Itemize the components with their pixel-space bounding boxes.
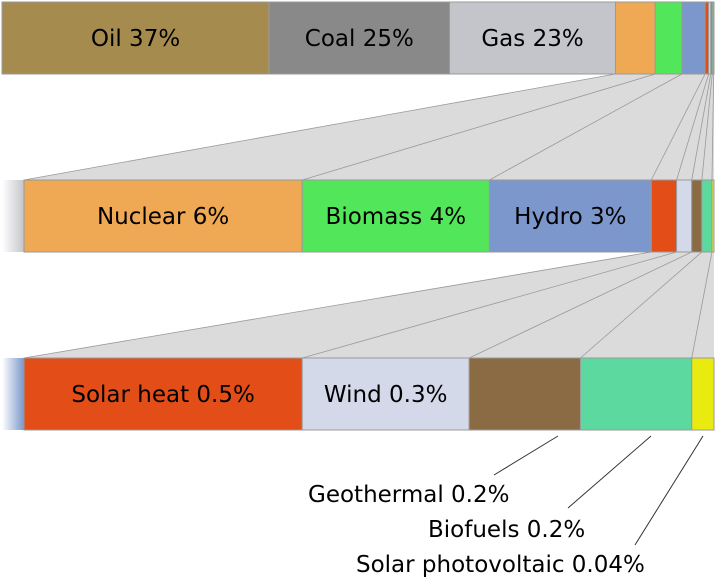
zoom-line <box>302 73 656 181</box>
callout-label-solar_pv: Solar photovoltaic 0.04% <box>356 552 645 578</box>
segment-label-solar_heat: Solar heat 0.5% <box>71 382 255 408</box>
bar-row-1: Oil 37% Coal 25% Gas 23% <box>1 1 715 75</box>
bar-segment-nuclear <box>23 179 303 253</box>
zoom-line <box>489 73 683 181</box>
zoom-line <box>691 251 713 359</box>
callout-line-biofuels <box>567 435 652 509</box>
zoom-line <box>650 73 706 181</box>
bar-segment-solar_heat <box>23 357 303 431</box>
zoom-line <box>691 73 712 181</box>
callout-line-solar_pv <box>634 435 704 546</box>
zoom-line <box>468 251 692 359</box>
zoom-connectors <box>23 73 715 359</box>
bar-segment-gas <box>449 1 617 75</box>
zoom-line <box>23 251 652 359</box>
segment-label-nuclear: Nuclear 6% <box>97 204 229 230</box>
bar-segment-wind <box>676 179 693 253</box>
bar-segment-coal <box>268 1 451 75</box>
bar-segment-biofuels <box>579 357 693 431</box>
segment-label-hydro: Hydro 3% <box>514 204 626 230</box>
bars: Oil 37% Coal 25% Gas 23% Nuclear 6% Biomass … <box>1 1 715 431</box>
segment-label-wind: Wind 0.3% <box>324 382 448 408</box>
bar-segment-solar_heat <box>704 1 710 75</box>
bar-segment-oil <box>1 1 270 75</box>
zoom-line <box>676 73 710 181</box>
callouts: Geothermal 0.2% Biofuels 0.2% Solar photov… <box>308 435 704 578</box>
bar-segment-hydro <box>681 1 706 75</box>
bar-row-2: Nuclear 6% Biomass 4% Hydro 3% <box>2 179 715 253</box>
bar-segment-wind <box>301 357 470 431</box>
bar-segment-biomass <box>301 179 490 253</box>
bar-stub-hydro <box>2 358 24 430</box>
bar-segment-solar_heat <box>650 179 678 253</box>
zoom-band-1 <box>24 74 714 180</box>
bar-segment-solar_pv <box>711 179 715 253</box>
segment-label-coal: Coal 25% <box>305 26 414 52</box>
bar-row-3: Solar heat 0.5% Wind 0.3% <box>2 357 715 431</box>
zoom-line <box>701 73 713 181</box>
zoom-line <box>302 251 677 359</box>
segment-label-gas: Gas 23% <box>481 26 583 52</box>
bar-segment-biofuels <box>701 179 713 253</box>
segment-label-biomass: Biomass 4% <box>326 204 467 230</box>
zoom-band-2 <box>24 252 714 358</box>
zoom-line <box>23 73 616 181</box>
bar-segment-solar_pv <box>691 357 715 431</box>
zoom-line <box>580 251 703 359</box>
bar-segment-nuclear <box>615 1 656 75</box>
callout-line-geothermal <box>493 435 559 476</box>
bar-segment-geothermal <box>468 357 581 431</box>
segment-label-oil: Oil 37% <box>91 26 180 52</box>
callout-label-biofuels: Biofuels 0.2% <box>428 517 585 543</box>
bar-stub-gas <box>2 180 24 252</box>
bar-segment-geothermal <box>691 179 703 253</box>
bar-segment-biomass <box>654 1 683 75</box>
bar-segment-hydro <box>488 179 652 253</box>
zoom-line <box>711 73 715 181</box>
callout-label-geothermal: Geothermal 0.2% <box>308 482 509 508</box>
